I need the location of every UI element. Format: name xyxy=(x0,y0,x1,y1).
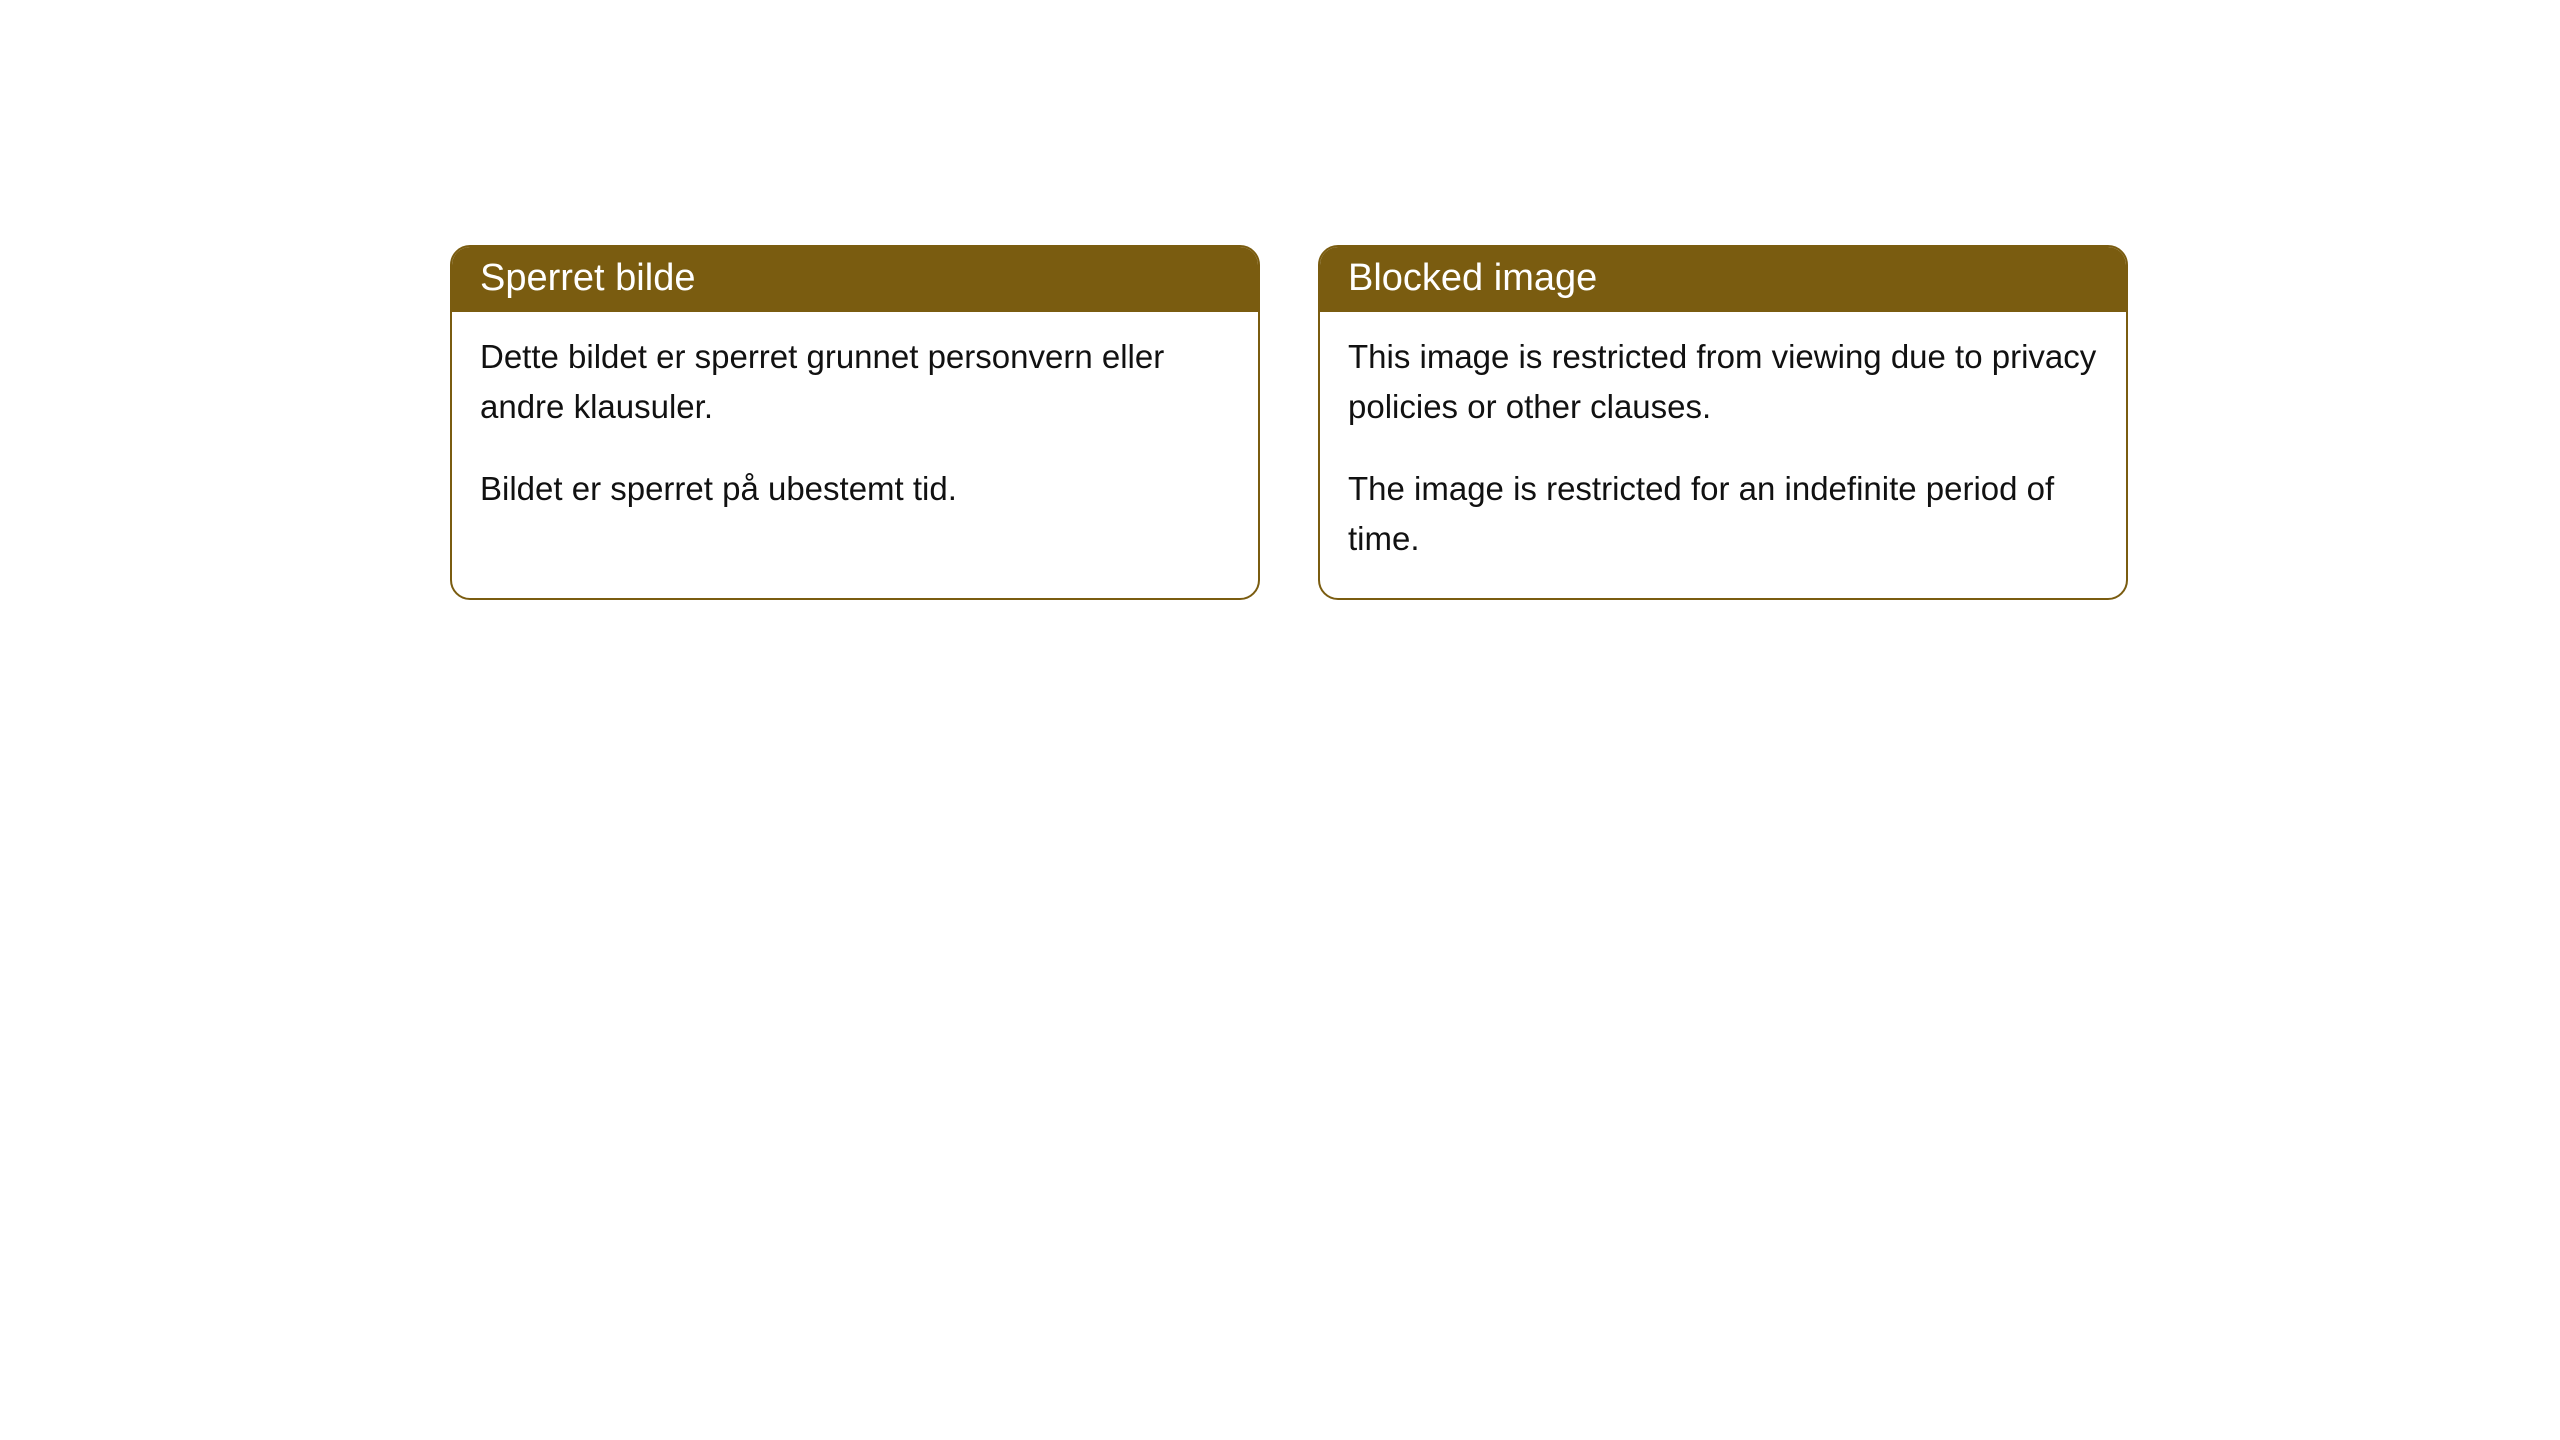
blocked-image-card-no: Sperret bilde Dette bildet er sperret gr… xyxy=(450,245,1260,600)
card-header-no: Sperret bilde xyxy=(452,247,1258,312)
blocked-image-card-en: Blocked image This image is restricted f… xyxy=(1318,245,2128,600)
card-paragraph-2-no: Bildet er sperret på ubestemt tid. xyxy=(480,464,1230,514)
card-header-en: Blocked image xyxy=(1320,247,2126,312)
card-paragraph-1-en: This image is restricted from viewing du… xyxy=(1348,332,2098,431)
card-body-no: Dette bildet er sperret grunnet personve… xyxy=(452,312,1258,549)
card-paragraph-2-en: The image is restricted for an indefinit… xyxy=(1348,464,2098,563)
card-body-en: This image is restricted from viewing du… xyxy=(1320,312,2126,598)
card-paragraph-1-no: Dette bildet er sperret grunnet personve… xyxy=(480,332,1230,431)
cards-container: Sperret bilde Dette bildet er sperret gr… xyxy=(450,245,2128,600)
